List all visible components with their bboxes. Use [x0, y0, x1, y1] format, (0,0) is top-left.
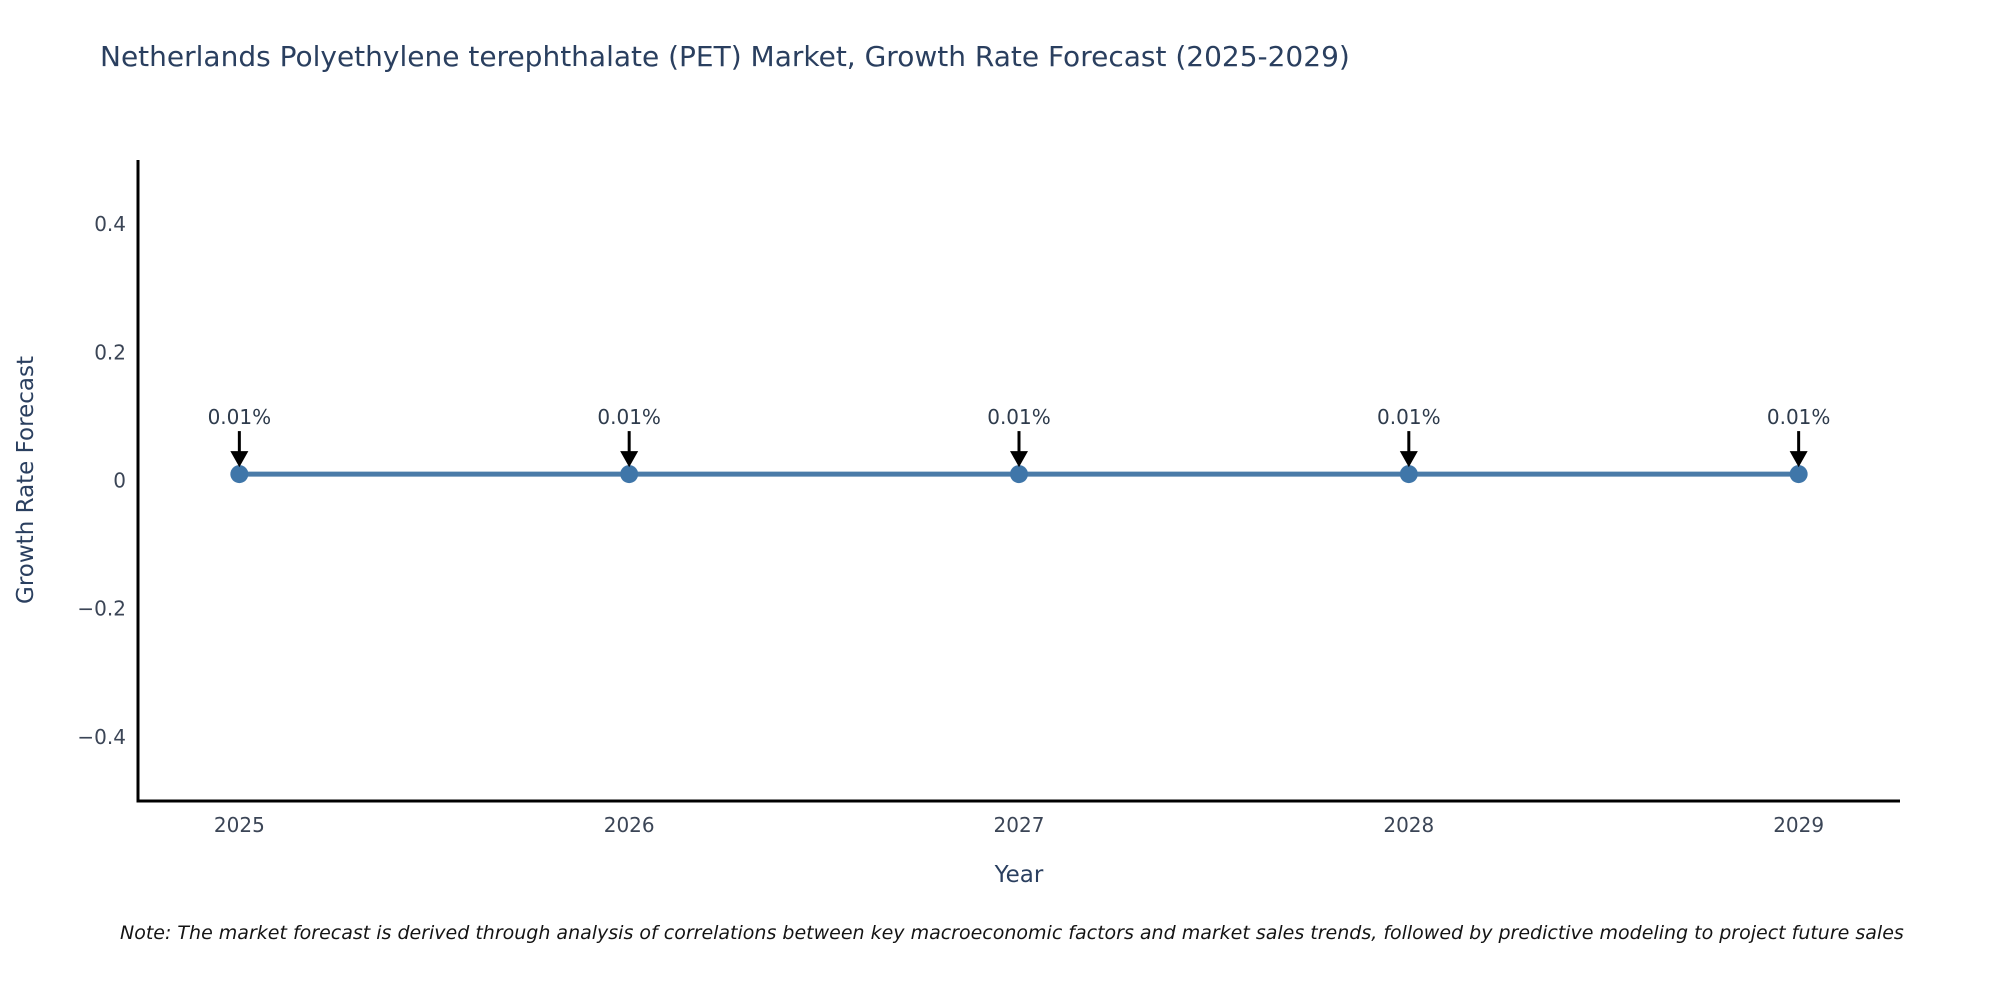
x-tick-label: 2029	[1773, 813, 1824, 837]
footnote: Note: The market forecast is derived thr…	[120, 922, 1904, 944]
y-tick-label: 0.2	[94, 340, 126, 364]
y-tick-label: −0.4	[77, 725, 126, 749]
x-axis-title: Year	[994, 862, 1044, 888]
annotation-label: 0.01%	[208, 405, 272, 429]
y-axis-title: Growth Rate Forecast	[13, 356, 39, 604]
annotation-label: 0.01%	[987, 405, 1051, 429]
annotation-arrowhead-icon	[620, 451, 639, 468]
data-point-marker	[230, 465, 249, 484]
x-tick-label: 2026	[604, 813, 655, 837]
y-tick-label: 0	[113, 469, 126, 493]
annotation-label: 0.01%	[1377, 405, 1441, 429]
annotation-arrowhead-icon	[1789, 451, 1808, 468]
annotation-arrowhead-icon	[1399, 451, 1418, 468]
annotation-label: 0.01%	[1767, 405, 1831, 429]
annotation-arrowhead-icon	[1010, 451, 1028, 468]
chart-title: Netherlands Polyethylene terephthalate (…	[100, 40, 1350, 73]
axis-spine	[136, 160, 1900, 803]
x-tick-label: 2027	[994, 813, 1045, 837]
annotation-arrowhead-icon	[230, 451, 249, 468]
x-tick-label: 2028	[1383, 813, 1434, 837]
x-tick-label: 2025	[214, 813, 265, 837]
plot-area: −0.4 −0.2 0 0.2 0.4 2025 2026 2027 2028 2029 0.01%…	[77, 160, 1900, 837]
annotation-label: 0.01%	[597, 405, 661, 429]
data-point-marker	[1010, 465, 1028, 484]
y-tick-label: −0.2	[77, 597, 126, 621]
data-point-marker	[1789, 465, 1808, 484]
data-point-marker	[620, 465, 639, 484]
y-tick-label: 0.4	[94, 212, 126, 236]
data-point-marker	[1399, 465, 1418, 484]
